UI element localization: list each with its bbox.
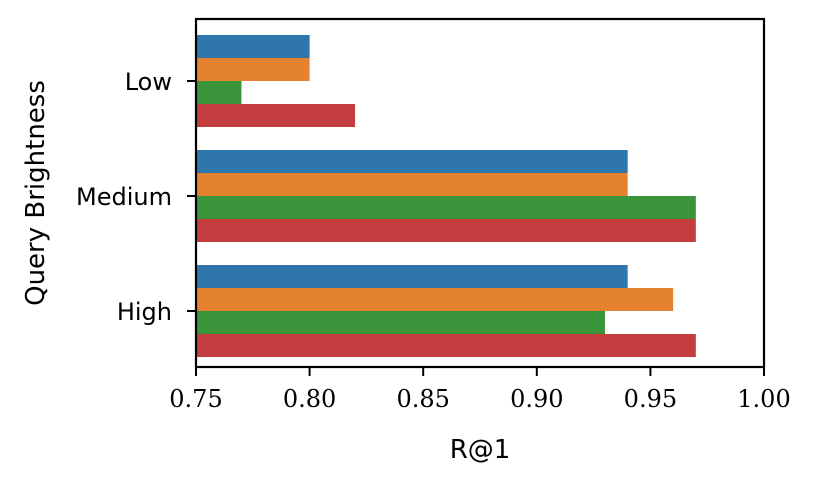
x-axis-label: R@1	[450, 435, 511, 465]
x-tick-label: 0.95	[624, 385, 677, 413]
bar-high-series-4	[196, 334, 696, 357]
bar-medium-series-2	[196, 173, 628, 196]
bar-high-series-2	[196, 288, 674, 311]
y-ticks: Low Medium High	[76, 68, 196, 326]
y-tick-label-high: High	[117, 298, 172, 326]
bars-layer	[196, 35, 696, 357]
y-tick-label-medium: Medium	[76, 183, 172, 211]
x-tick-label: 0.80	[283, 385, 336, 413]
plot-frame	[194, 17, 766, 369]
x-ticks: 0.75 0.80 0.85 0.90 0.95 1.00	[169, 367, 791, 413]
bar-medium-series-1	[196, 150, 628, 173]
y-tick-label-low: Low	[125, 68, 172, 96]
bar-high-series-1	[196, 265, 628, 288]
bar-medium-series-3	[196, 196, 696, 219]
bar-medium-series-4	[196, 219, 696, 242]
y-axis-label: Query Brightness	[21, 80, 51, 306]
bar-low-series-4	[196, 104, 356, 127]
x-tick-label: 1.00	[737, 385, 790, 413]
x-tick-label: 0.85	[396, 385, 449, 413]
x-tick-label: 0.90	[510, 385, 563, 413]
bar-low-series-3	[196, 81, 242, 104]
bar-low-series-2	[196, 58, 310, 81]
x-tick-label: 0.75	[169, 385, 222, 413]
bar-low-series-1	[196, 35, 310, 58]
bar-high-series-3	[196, 311, 605, 334]
